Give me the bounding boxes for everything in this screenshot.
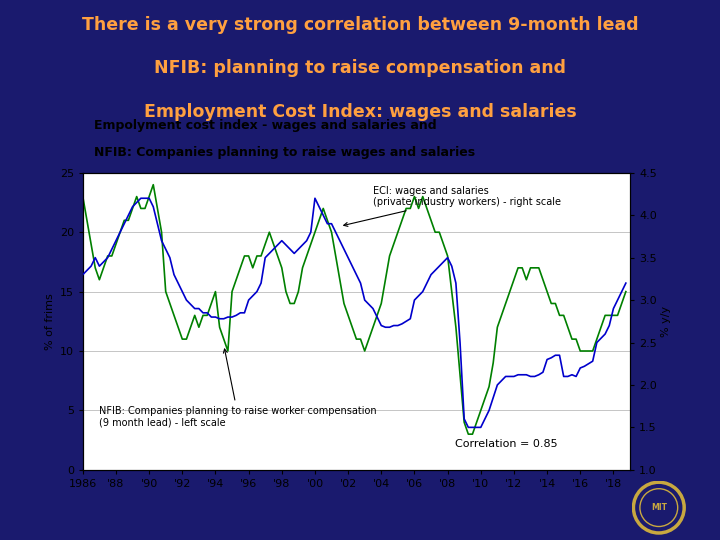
Text: MIT: MIT — [651, 503, 667, 512]
Y-axis label: % y/y: % y/y — [661, 306, 671, 337]
Text: NFIB: planning to raise compensation and: NFIB: planning to raise compensation and — [154, 59, 566, 77]
Text: ECI: wages and salaries
(private industry workers) - right scale: ECI: wages and salaries (private industr… — [343, 186, 561, 226]
Text: Correlation = 0.85: Correlation = 0.85 — [455, 439, 557, 449]
Text: NFIB: Companies planning to raise wages and salaries: NFIB: Companies planning to raise wages … — [94, 146, 475, 159]
Text: Employment Cost Index: wages and salaries: Employment Cost Index: wages and salarie… — [143, 103, 577, 120]
Text: Empolyment cost index - wages and salaries and: Empolyment cost index - wages and salari… — [94, 119, 436, 132]
Y-axis label: % of frims: % of frims — [45, 293, 55, 350]
Text: NFIB: Companies planning to raise worker compensation
(9 month lead) - left scal: NFIB: Companies planning to raise worker… — [99, 349, 377, 427]
Text: There is a very strong correlation between 9-month lead: There is a very strong correlation betwe… — [81, 16, 639, 34]
